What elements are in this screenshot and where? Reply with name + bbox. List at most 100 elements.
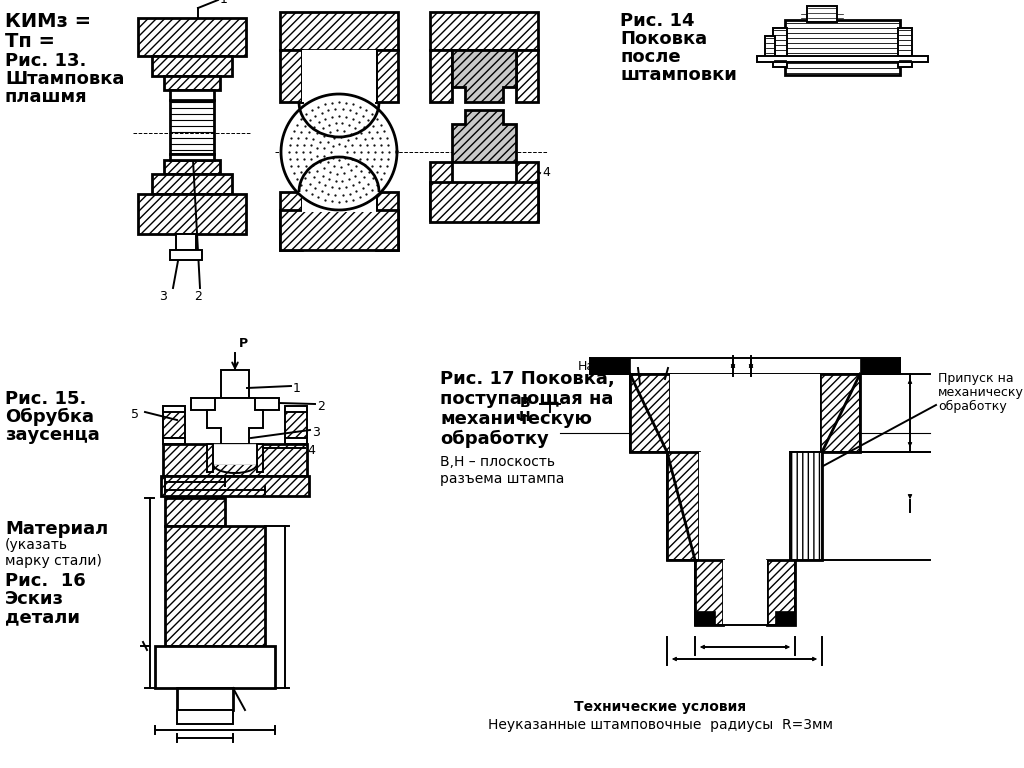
Text: Поковка: Поковка — [620, 30, 708, 48]
Bar — [164, 76, 220, 90]
Bar — [670, 374, 820, 452]
Bar — [516, 162, 538, 220]
Text: 4: 4 — [307, 444, 314, 457]
Bar — [699, 452, 790, 560]
Bar — [302, 192, 376, 212]
Text: штамповки: штамповки — [620, 66, 737, 84]
Bar — [163, 438, 185, 444]
Text: P: P — [239, 337, 248, 350]
Text: 5: 5 — [131, 408, 139, 421]
Bar — [165, 498, 225, 526]
Text: Рис. 15.: Рис. 15. — [5, 390, 86, 408]
Bar — [170, 100, 214, 154]
Bar — [280, 192, 302, 250]
Bar — [170, 154, 214, 160]
Bar — [280, 50, 302, 102]
Bar — [773, 28, 787, 67]
Polygon shape — [452, 110, 516, 162]
Bar — [790, 452, 822, 560]
Text: 1: 1 — [293, 382, 301, 395]
Bar — [807, 6, 837, 22]
Text: КИМз =: КИМз = — [5, 12, 91, 31]
Text: 3: 3 — [312, 426, 319, 439]
Bar — [138, 18, 246, 56]
Text: Тп =: Тп = — [5, 32, 55, 51]
Text: 4: 4 — [542, 165, 550, 178]
Text: обработку: обработку — [440, 430, 549, 449]
Bar — [430, 12, 538, 50]
Bar — [590, 358, 630, 374]
Bar — [285, 438, 307, 444]
Text: Эскиз: Эскиз — [5, 590, 63, 608]
Text: В: В — [519, 396, 530, 410]
Bar — [430, 50, 452, 102]
Bar — [152, 56, 232, 76]
Bar — [176, 234, 196, 250]
Bar — [376, 50, 398, 102]
Text: Н: Н — [518, 410, 530, 424]
Bar — [170, 250, 202, 260]
Bar — [667, 452, 699, 560]
Bar — [376, 192, 398, 250]
Text: Технические условия: Технические условия — [573, 700, 746, 714]
Bar — [163, 410, 185, 438]
Text: (указать: (указать — [5, 538, 68, 552]
Bar — [765, 36, 775, 59]
Polygon shape — [452, 50, 516, 102]
Text: плашмя: плашмя — [5, 88, 88, 106]
Bar — [767, 560, 795, 625]
Bar — [155, 646, 275, 688]
Bar — [165, 526, 265, 646]
Text: Рис. 14: Рис. 14 — [620, 12, 694, 30]
Text: механическую: механическую — [938, 386, 1024, 399]
Bar — [790, 452, 822, 560]
Bar — [213, 444, 257, 464]
Bar — [163, 444, 307, 476]
Bar — [775, 611, 795, 625]
Bar — [161, 476, 309, 496]
Text: 3: 3 — [159, 290, 167, 303]
Text: Обрубка: Обрубка — [5, 408, 94, 426]
Bar — [164, 160, 220, 174]
Bar — [860, 358, 900, 374]
Text: механическую: механическую — [440, 410, 592, 428]
Text: Напуск: Напуск — [578, 360, 626, 373]
Bar — [695, 611, 715, 625]
Bar — [257, 444, 263, 472]
Bar — [757, 56, 928, 62]
Text: 1: 1 — [220, 0, 228, 6]
Bar — [430, 162, 452, 220]
Text: поступающая на: поступающая на — [440, 390, 613, 408]
Text: марку стали): марку стали) — [5, 554, 101, 568]
Bar — [177, 710, 233, 724]
Text: заусенца: заусенца — [5, 426, 99, 444]
Text: разъема штампа: разъема штампа — [440, 472, 564, 486]
Text: Рис. 17 Поковка,: Рис. 17 Поковка, — [440, 370, 614, 388]
Bar — [820, 374, 860, 452]
Polygon shape — [281, 94, 397, 210]
Text: детали: детали — [5, 608, 80, 626]
Bar — [170, 90, 214, 100]
Bar — [280, 210, 398, 250]
Text: 2: 2 — [317, 400, 325, 413]
Text: после: после — [620, 48, 681, 66]
Bar — [430, 182, 538, 222]
Polygon shape — [207, 398, 263, 444]
Bar — [695, 560, 723, 625]
Text: Припуск на: Припуск на — [938, 372, 1014, 385]
Bar — [516, 50, 538, 102]
Text: Рис. 13.: Рис. 13. — [5, 52, 86, 70]
Bar — [152, 174, 232, 194]
Bar — [302, 50, 376, 102]
Bar — [280, 12, 398, 50]
Text: Штамповка: Штамповка — [5, 70, 124, 88]
Bar — [138, 194, 246, 234]
Bar — [898, 28, 912, 67]
Bar — [285, 406, 307, 412]
Bar — [723, 560, 767, 625]
Text: Неуказанные штамповочные  радиусы  R=3мм: Неуказанные штамповочные радиусы R=3мм — [487, 718, 833, 732]
Bar — [221, 370, 249, 398]
Text: Рис.  16: Рис. 16 — [5, 572, 86, 590]
Bar — [191, 398, 279, 410]
Bar — [163, 406, 185, 412]
